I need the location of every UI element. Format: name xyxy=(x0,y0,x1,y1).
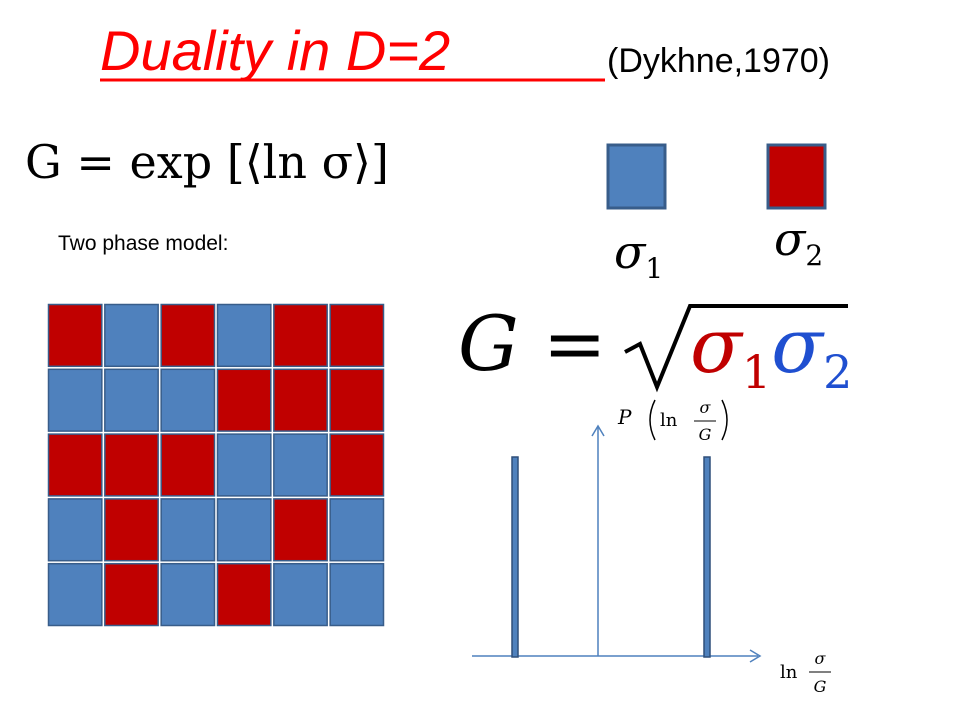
phase-symbol: σ2 xyxy=(774,212,823,272)
lattice-cell xyxy=(329,368,385,432)
formula-result: G = xyxy=(458,299,607,388)
lattice-cell xyxy=(47,368,103,432)
paren xyxy=(721,399,728,441)
phase-symbol: σ1 xyxy=(614,225,663,285)
y-label-den: G xyxy=(699,425,712,444)
lattice-cell xyxy=(104,498,159,562)
subscript: 2 xyxy=(805,239,823,272)
distribution-plot: P ln σ G ln σ G xyxy=(472,398,831,696)
formula-factors: σ1σ2 xyxy=(690,301,852,399)
lattice-cell xyxy=(47,433,103,497)
x-label-den: G xyxy=(814,677,827,696)
y-label-prefix: P xyxy=(617,405,632,429)
lattice-cell xyxy=(273,562,328,627)
x-label-ln: ln xyxy=(780,662,798,683)
citation: (Dykhne,1970) xyxy=(607,42,830,80)
lattice-cell xyxy=(273,303,328,368)
factor-symbol: σ xyxy=(690,301,744,390)
x-arrow xyxy=(749,649,762,663)
phase-legend: σ1σ2 xyxy=(606,143,827,285)
phase-swatch xyxy=(606,143,667,210)
delta-peak xyxy=(703,456,711,658)
lattice-cell xyxy=(104,303,159,368)
symbol: σ xyxy=(614,225,647,279)
lattice-cell xyxy=(216,368,272,432)
factor-subscript: 1 xyxy=(742,345,771,399)
phase-swatch xyxy=(766,143,827,210)
lattice-cell xyxy=(160,433,216,497)
lattice-cell xyxy=(160,498,216,562)
lattice-cell xyxy=(104,433,159,497)
paren xyxy=(649,399,656,441)
subscript: 1 xyxy=(645,252,663,285)
factor-symbol: σ xyxy=(771,301,825,390)
y-arrow xyxy=(591,424,605,437)
lattice-cell xyxy=(47,498,103,562)
lattice-cell xyxy=(216,433,272,497)
lattice-cell xyxy=(47,562,103,627)
lattice-cell xyxy=(329,303,385,368)
lattice-cell xyxy=(47,303,103,368)
lattice-cell xyxy=(216,303,272,368)
y-label-ln: ln xyxy=(660,410,678,431)
lattice-cell xyxy=(273,433,328,497)
x-label-num: σ xyxy=(815,649,827,668)
lattice-cell xyxy=(160,303,216,368)
title: Duality in D=2 xyxy=(100,19,450,82)
lattice-cell xyxy=(160,368,216,432)
delta-peak xyxy=(511,456,519,658)
y-label-num: σ xyxy=(700,398,712,417)
factor-subscript: 2 xyxy=(823,345,852,399)
formula-mean: G = exp [⟨ln σ⟩] xyxy=(25,135,389,189)
symbol: σ xyxy=(774,212,807,266)
lattice-cell xyxy=(216,562,272,627)
lattice-cell xyxy=(104,562,159,627)
lattice-cell xyxy=(104,368,159,432)
lattice-cell xyxy=(216,498,272,562)
formula-lhs: G = xyxy=(458,299,607,388)
lattice-cell xyxy=(329,498,385,562)
lattice-cell xyxy=(273,498,328,562)
lattice-cell xyxy=(273,368,328,432)
y-label: P xyxy=(617,405,632,429)
lattice-cell xyxy=(329,433,385,497)
lattice-cell xyxy=(160,562,216,627)
model-label: Two phase model: xyxy=(58,232,228,255)
sqrt-sign xyxy=(624,304,848,393)
lattice-cell xyxy=(329,562,385,627)
lattice xyxy=(47,303,385,627)
